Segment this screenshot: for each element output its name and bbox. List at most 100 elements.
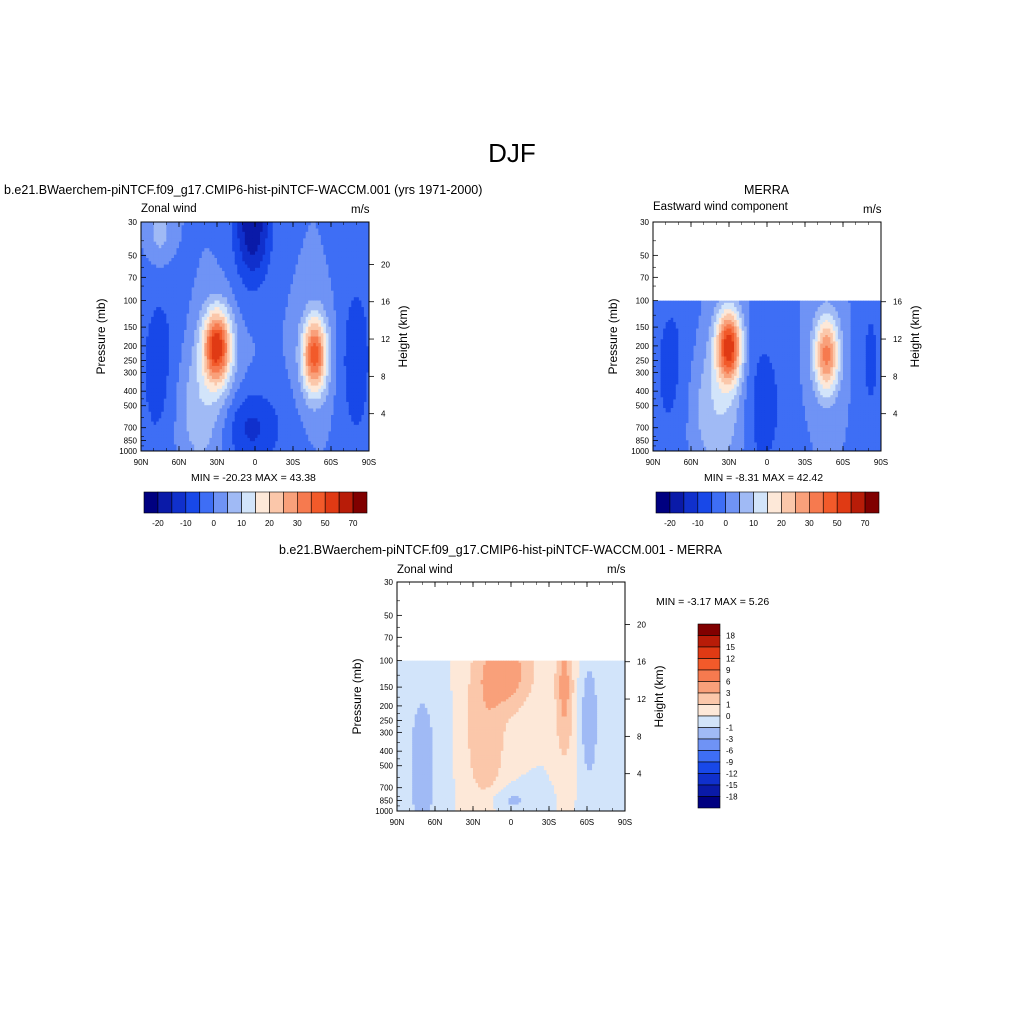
field-cell [186, 339, 190, 344]
field-cell [181, 418, 185, 422]
field-cell [161, 444, 165, 449]
field-cell [166, 257, 170, 262]
field-cell [171, 379, 175, 383]
field-cell [229, 307, 233, 311]
field-cell [249, 444, 253, 449]
field-cell [199, 280, 203, 285]
field-cell [196, 225, 200, 229]
field-cell [206, 329, 210, 334]
field-cell [239, 349, 243, 354]
field-cell [153, 287, 157, 292]
field-cell [262, 326, 266, 331]
field-cell [300, 267, 304, 272]
field-cell [211, 271, 215, 275]
field-cell [234, 385, 238, 390]
field-cell [191, 369, 195, 373]
field-cell [308, 352, 312, 357]
field-cell [257, 257, 261, 262]
field-cell [143, 333, 147, 337]
field-cell [285, 385, 289, 390]
field-cell [249, 346, 253, 350]
field-cell [308, 408, 312, 413]
field-cell [191, 437, 195, 442]
field-cell [217, 362, 220, 367]
field-cell [267, 287, 271, 292]
field-cell [280, 343, 284, 347]
field-cell [287, 408, 291, 413]
field-cell [308, 238, 312, 243]
field-cell [201, 293, 205, 298]
field-cell [171, 411, 175, 416]
field-cell [290, 388, 294, 393]
field-cell [222, 379, 225, 383]
field-cell [143, 267, 147, 272]
field-cell [222, 333, 225, 337]
field-cell [211, 385, 215, 390]
field-cell [310, 320, 314, 324]
field-cell [214, 349, 218, 354]
field-cell [257, 395, 261, 400]
field-cell [237, 369, 241, 373]
field-cell [176, 382, 180, 386]
field-cell [315, 284, 319, 288]
field-cell [214, 307, 218, 311]
field-cell [148, 437, 152, 442]
field-cell [209, 441, 213, 445]
field-cell [315, 297, 319, 301]
field-cell [234, 333, 238, 337]
field-cell [234, 257, 238, 262]
field-cell [179, 343, 182, 347]
field-cell [310, 241, 314, 246]
field-cell [315, 421, 319, 426]
field-cell [320, 287, 324, 292]
field-cell [272, 290, 276, 295]
field-cell [153, 395, 157, 400]
field-cell [141, 359, 144, 364]
field-cell [168, 297, 172, 301]
field-cell [270, 395, 274, 400]
field-cell [229, 244, 233, 249]
field-cell [275, 352, 279, 357]
field-cell [305, 333, 309, 337]
field-cell [166, 264, 170, 269]
field-cell [146, 254, 149, 259]
field-cell [257, 356, 261, 360]
field-cell [214, 228, 218, 233]
field-cell [252, 362, 256, 367]
field-cell [280, 323, 284, 328]
field-cell [141, 401, 144, 406]
field-cell [232, 339, 236, 344]
field-cell [206, 343, 210, 347]
field-cell [308, 336, 312, 341]
field-cell [189, 333, 193, 337]
field-cell [247, 408, 251, 413]
field-cell [161, 431, 165, 436]
field-cell [184, 254, 187, 259]
field-cell [237, 421, 241, 426]
field-cell [262, 447, 266, 452]
field-cell [179, 388, 182, 393]
field-cell [158, 382, 162, 386]
field-cell [247, 441, 251, 445]
field-cell [196, 235, 200, 239]
field-cell [204, 271, 208, 275]
field-cell [260, 271, 263, 275]
field-cell [267, 395, 271, 400]
field-cell [166, 356, 170, 360]
field-cell [173, 434, 177, 439]
field-cell [265, 365, 269, 370]
field-cell [315, 336, 319, 341]
field-cell [287, 441, 291, 445]
field-cell [305, 437, 309, 442]
field-cell [257, 437, 261, 442]
field-cell [186, 323, 190, 328]
field-cell [206, 251, 210, 256]
field-cell [255, 277, 258, 282]
field-cell [244, 359, 248, 364]
field-cell [209, 248, 213, 252]
field-cell [293, 349, 296, 354]
field-cell [186, 333, 190, 337]
field-cell [186, 437, 190, 442]
field-cell [201, 447, 205, 452]
